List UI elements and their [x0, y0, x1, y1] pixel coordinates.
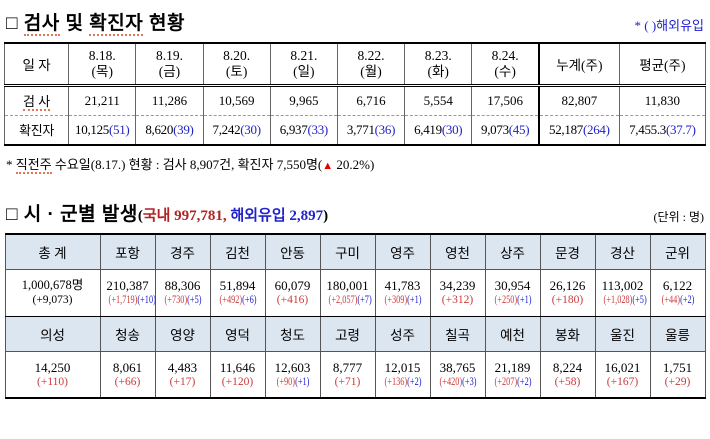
t1-confirmed-cell: 8,620(39): [135, 115, 204, 145]
region-header: 의성: [4, 315, 101, 352]
region-cell: 34,239 (+312): [429, 268, 486, 317]
region-cell: 14,250 (+110): [4, 350, 101, 399]
region-header: 경주: [154, 233, 211, 270]
t1-tests-label: 검 사: [3, 85, 70, 116]
t2-header-row-1: 총 계 포항 경주 김천 안동 구미 영주 영천 상주 문경 경산 군위: [4, 233, 706, 270]
region-cell: 30,954 (+250)(+1): [484, 268, 541, 317]
t1-tests-average: 11,830: [618, 85, 707, 116]
t1-date-col: 8.19. (금): [135, 43, 204, 87]
section2-title: □ 시 · 군별 발생(국내 997,781, 해외유입 2,897): [6, 204, 329, 225]
region-cell: 4,483 (+17): [154, 350, 211, 399]
t1-date-col: 8.23. (화): [404, 43, 473, 87]
region-cell: 41,783 (+309)(+1): [374, 268, 431, 317]
region-cell: 21,189 (+207)(+2): [484, 350, 541, 399]
region-cell: 6,122 (+44)(+2): [649, 268, 706, 317]
region-header: 영천: [429, 233, 486, 270]
t1-date-col: 8.20. (토): [202, 43, 271, 87]
t1-confirmed-cell: 3,771(36): [336, 115, 406, 145]
region-cell: 1,751 (+29): [649, 350, 706, 399]
t1-confirmed-label: 확진자: [3, 115, 70, 145]
region-header: 예천: [484, 315, 541, 352]
t1-tests-row: 검 사 21,211 11,286 10,569 9,965 6,716 5,5…: [3, 85, 707, 116]
t2-data-row-1: 1,000,678명 (+9,073) 210,387 (+1,719)(+10) …: [4, 268, 706, 317]
region-cell: 60,079 (+416): [264, 268, 321, 317]
section1-title-row: □ 검사 및 확진자 현황 * ( )해외유입: [4, 8, 706, 36]
region-cell: 38,765 (+420)(+3): [429, 350, 486, 399]
region-cell: 113,002 (+1,028)(+5): [594, 268, 651, 317]
t1-tests-cell: 11,286: [135, 85, 204, 116]
region-cell: 8,224 (+58): [539, 350, 596, 399]
total-cell: 1,000,678명 (+9,073): [4, 268, 101, 317]
region-header: 영주: [374, 233, 431, 270]
overseas-inflow-note: * ( )해외유입: [634, 18, 705, 33]
region-header: 청송: [99, 315, 156, 352]
t1-date-col: 8.24. (수): [471, 43, 540, 87]
city-county-table: 총 계 포항 경주 김천 안동 구미 영주 영천 상주 문경 경산 군위 1,0…: [4, 233, 706, 399]
t1-average-header: 평균(주): [618, 43, 707, 87]
region-header: 봉화: [539, 315, 596, 352]
t1-date-col: 8.21. (일): [269, 43, 338, 87]
checkbox-square-glyph: □: [6, 13, 24, 34]
t1-date-col: 8.22. (월): [336, 43, 406, 87]
region-header: 군위: [649, 233, 706, 270]
t1-tests-cell: 5,554: [404, 85, 473, 116]
previous-week-footnote: * 직전주 수요일(8.17.) 현황 : 검사 8,907건, 확진자 7,5…: [6, 157, 375, 174]
region-header: 영양: [154, 315, 211, 352]
t1-confirmed-cell: 7,242(30): [202, 115, 271, 145]
t1-confirmed-cell: 9,073(45): [471, 115, 540, 145]
region-header: 문경: [539, 233, 596, 270]
t1-confirmed-average: 7,455.3(37.7): [618, 115, 707, 145]
t1-date-corner: 일 자: [3, 43, 70, 87]
region-cell: 8,061 (+66): [99, 350, 156, 399]
region-header: 울릉: [649, 315, 706, 352]
region-header: 경산: [594, 233, 651, 270]
t1-cumulative-header: 누계(주): [537, 43, 620, 87]
region-cell: 180,001 (+2,057)(+7): [319, 268, 376, 317]
unit-note: (단위 : 명): [653, 210, 704, 224]
section1-title: □ 검사 및 확진자 현황: [6, 13, 185, 36]
region-header: 구미: [319, 233, 376, 270]
t1-date-col: 8.18. (목): [68, 43, 137, 87]
section2-title-row: □ 시 · 군별 발생(국내 997,781, 해외유입 2,897) (단위 …: [4, 199, 706, 226]
region-header: 청도: [264, 315, 321, 352]
region-header: 울진: [594, 315, 651, 352]
t2-data-row-2: 14,250 (+110) 8,061 (+66) 4,483 (+17) 11,64…: [4, 350, 706, 399]
t1-tests-cell: 6,716: [336, 85, 406, 116]
t1-header-row: 일 자 8.18. (목) 8.19. (금) 8.20. (토) 8.21. (일) …: [3, 43, 707, 87]
tests-confirmed-table: 일 자 8.18. (목) 8.19. (금) 8.20. (토) 8.21. (일) …: [3, 42, 707, 146]
t1-tests-cell: 10,569: [202, 85, 271, 116]
region-cell: 26,126 (+180): [539, 268, 596, 317]
t1-confirmed-row: 확진자 10,125(51) 8,620(39) 7,242(30) 6,937…: [3, 115, 707, 145]
region-cell: 11,646 (+120): [209, 350, 266, 399]
region-header: 안동: [264, 233, 321, 270]
region-cell: 16,021 (+167): [594, 350, 651, 399]
region-header: 영덕: [209, 315, 266, 352]
t1-confirmed-cell: 10,125(51): [68, 115, 137, 145]
region-header: 칠곡: [429, 315, 486, 352]
region-header: 상주: [484, 233, 541, 270]
t1-tests-cell: 21,211: [68, 85, 137, 116]
region-cell: 210,387 (+1,719)(+10): [99, 268, 156, 317]
region-header: 성주: [374, 315, 431, 352]
region-header-total: 총 계: [4, 233, 101, 270]
t1-tests-cell: 17,506: [471, 85, 540, 116]
up-triangle-icon: ▲: [322, 160, 334, 172]
t1-confirmed-cell: 6,937(33): [269, 115, 338, 145]
region-cell: 88,306 (+730)(+5): [154, 268, 211, 317]
t1-tests-cell: 9,965: [269, 85, 338, 116]
region-header: 포항: [99, 233, 156, 270]
region-cell: 8,777 (+71): [319, 350, 376, 399]
t1-confirmed-cumulative: 52,187(264): [537, 115, 620, 145]
region-cell: 12,015 (+136)(+2): [374, 350, 431, 399]
t1-confirmed-cell: 6,419(30): [404, 115, 473, 145]
region-header: 고령: [319, 315, 376, 352]
region-cell: 12,603 (+90)(+1): [264, 350, 321, 399]
region-cell: 51,894 (+492)(+6): [209, 268, 266, 317]
region-header: 김천: [209, 233, 266, 270]
t2-header-row-2: 의성 청송 영양 영덕 청도 고령 성주 칠곡 예천 봉화 울진 울릉: [4, 315, 706, 352]
t1-tests-cumulative: 82,807: [537, 85, 620, 116]
